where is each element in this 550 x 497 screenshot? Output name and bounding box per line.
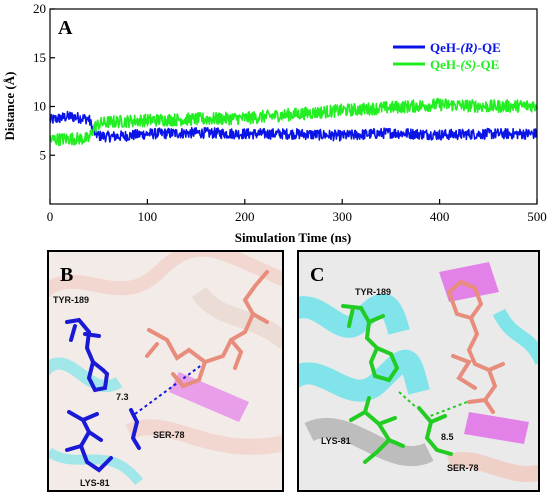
panel-letter-c: C (310, 264, 324, 286)
y-axis-label: Distance (Å) (2, 72, 17, 141)
panel-c-render: C TYR-189 8.5 SER-78 LYS-81 (299, 252, 538, 490)
ligand-c (447, 279, 505, 414)
series-line-s (49, 97, 538, 147)
label-ser-78-c: SER-78 (447, 463, 479, 473)
residue-tyr-189-c (341, 304, 400, 383)
legend: QeH-(R)-QE QeH-(S)-QE (393, 40, 501, 72)
panel-b-render: B TYR-189 7.3 SER-78 LYS-81 (49, 252, 282, 490)
label-tyr-189-c: TYR-189 (355, 287, 391, 297)
panel-c-structure: C TYR-189 8.5 SER-78 LYS-81 (297, 250, 540, 492)
y-tick-label: 20 (33, 1, 46, 16)
panel-b-structure: B TYR-189 7.3 SER-78 LYS-81 (47, 250, 284, 492)
y-tick-label: 10 (33, 99, 46, 114)
legend-label-r: QeH-(R)-QE (430, 40, 501, 55)
x-tick-label: 0 (47, 209, 54, 224)
series-line-r (49, 110, 538, 143)
legend-label-s: QeH-(S)-QE (430, 57, 499, 72)
distance-line-c (424, 401, 468, 419)
x-tick-label: 300 (332, 209, 352, 224)
label-lys-81-b: LYS-81 (80, 478, 110, 488)
label-distance-c: 8.5 (441, 432, 454, 442)
x-axis-label: Simulation Time (ns) (235, 230, 352, 245)
axis-ticks: 0 100 200 300 400 500 5 10 15 20 (33, 1, 547, 224)
distance-line-c2 (398, 391, 418, 409)
residue-tyr-189-b (65, 317, 110, 393)
protein-cartoon-c (299, 262, 538, 482)
x-tick-label: 500 (527, 209, 547, 224)
x-tick-label: 200 (235, 209, 255, 224)
distance-chart: A 0 100 200 300 400 500 5 10 15 20 Simulation Tim… (2, 1, 547, 245)
ligand-b (145, 270, 269, 389)
label-tyr-189-b: TYR-189 (53, 295, 89, 305)
y-tick-label: 5 (40, 147, 47, 162)
x-tick-label: 100 (138, 209, 158, 224)
label-lys-81-c: LYS-81 (321, 436, 351, 446)
label-distance-b: 7.3 (116, 392, 129, 402)
panel-letter-b: B (60, 264, 73, 286)
residue-ser-lys-b (65, 408, 141, 473)
label-ser-78-b: SER-78 (153, 430, 185, 440)
x-tick-label: 400 (430, 209, 450, 224)
plot-series-group (49, 97, 538, 147)
distance-line-b (134, 363, 204, 415)
panel-letter-a: A (58, 17, 73, 39)
y-tick-label: 15 (33, 50, 46, 65)
